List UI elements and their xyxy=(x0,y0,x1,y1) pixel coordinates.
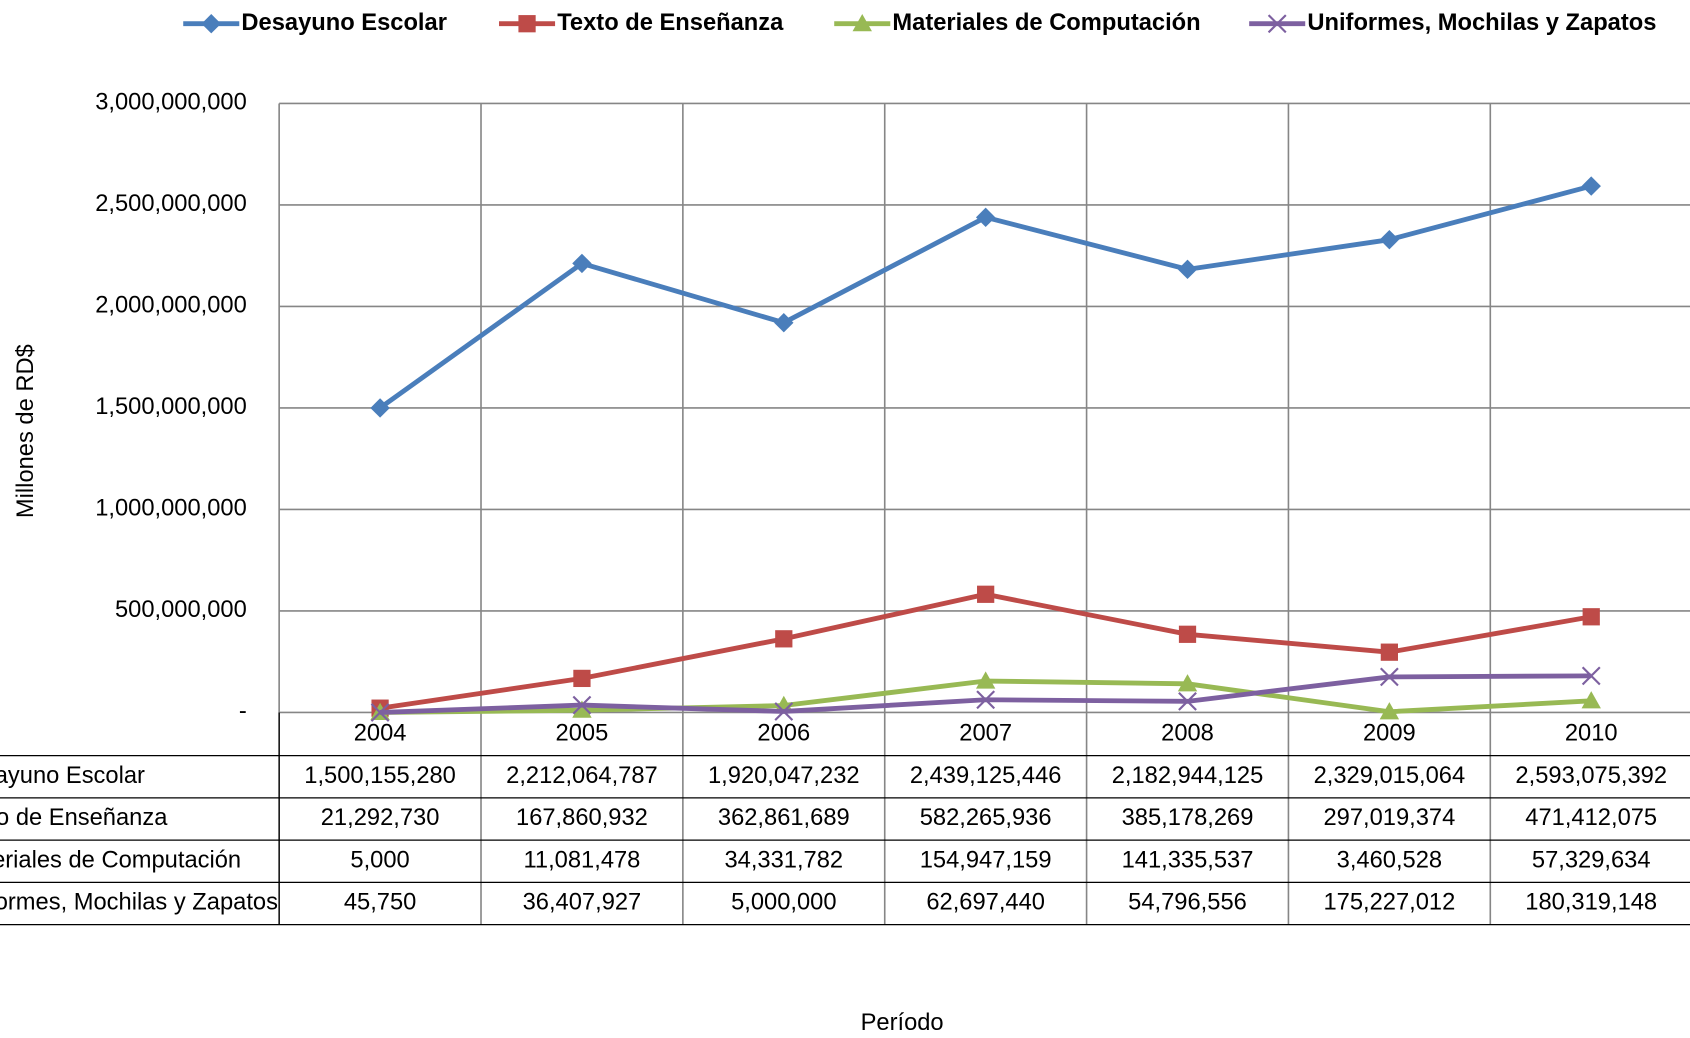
marker xyxy=(370,398,390,418)
x-tick-label: 2005 xyxy=(556,720,609,746)
marker xyxy=(1177,674,1198,692)
table-cell: 45,750 xyxy=(344,890,416,916)
legend-label: Uniformes, Mochilas y Zapatos xyxy=(1307,10,1656,36)
y-tick-label: 3,000,000,000 xyxy=(95,90,247,116)
table-cell: 2,212,064,787 xyxy=(506,763,658,789)
table-row-label: Desayuno Escolar xyxy=(0,763,145,789)
table-cell: 62,697,440 xyxy=(926,890,1045,916)
table-cell: 54,796,556 xyxy=(1128,890,1247,916)
table-cell: 175,227,012 xyxy=(1323,890,1455,916)
marker xyxy=(975,671,996,689)
legend-marker xyxy=(201,14,221,34)
y-tick-label: 2,000,000,000 xyxy=(95,293,247,319)
marker xyxy=(370,703,390,722)
table-cell: 21,292,730 xyxy=(321,805,440,831)
y-tick-label: 500,000,000 xyxy=(115,597,247,623)
y-axis-title: Millones de RD$ xyxy=(13,344,39,518)
marker xyxy=(976,690,996,710)
marker xyxy=(775,630,793,648)
x-axis-title: Período xyxy=(861,1010,944,1036)
marker xyxy=(1581,691,1601,709)
x-tick-label: 2006 xyxy=(757,720,810,746)
marker xyxy=(1379,667,1399,687)
table-cell: 2,593,075,392 xyxy=(1515,763,1667,789)
table-cell: 582,265,936 xyxy=(920,805,1052,831)
x-tick-label: 2010 xyxy=(1565,720,1618,746)
table-cell: 34,331,782 xyxy=(724,847,843,873)
marker xyxy=(1379,702,1400,720)
marker xyxy=(1582,608,1600,626)
marker xyxy=(774,313,794,333)
legend-label: Materiales de Computación xyxy=(892,10,1200,36)
marker xyxy=(774,702,794,721)
table-cell: 2,439,125,446 xyxy=(910,763,1062,789)
x-tick-label: 2004 xyxy=(354,720,407,746)
table-cell: 471,412,075 xyxy=(1525,805,1657,831)
table-cell: 297,019,374 xyxy=(1323,805,1455,831)
y-tick-label: - xyxy=(239,699,247,725)
marker xyxy=(1178,625,1197,643)
legend: Desayuno Escolar Texto de Enseñanza Materi… xyxy=(183,10,1656,36)
table-cell: 3,460,528 xyxy=(1337,847,1442,873)
marker xyxy=(977,585,995,603)
marker xyxy=(1581,666,1601,686)
table-cell: 1,920,047,232 xyxy=(708,763,860,789)
marker xyxy=(572,700,592,718)
marker xyxy=(1380,643,1398,661)
table-cell: 154,947,159 xyxy=(920,847,1052,873)
legend-marker xyxy=(1267,14,1287,34)
table-cell: 167,860,932 xyxy=(516,805,648,831)
table-cell: 57,329,634 xyxy=(1532,847,1651,873)
marker xyxy=(572,253,592,274)
y-tick-label: 2,500,000,000 xyxy=(95,191,247,217)
marker xyxy=(572,695,592,715)
y-tick-label: 1,000,000,000 xyxy=(95,496,247,522)
marker xyxy=(1581,176,1601,196)
table-cell: 2,329,015,064 xyxy=(1314,763,1466,789)
table-cell: 36,407,927 xyxy=(523,890,642,916)
y-tick-label: 1,500,000,000 xyxy=(95,394,247,420)
marker xyxy=(1379,229,1400,250)
table-cell: 1,500,155,280 xyxy=(304,763,456,789)
x-tick-label: 2007 xyxy=(959,720,1012,746)
table-cell: 5,000 xyxy=(350,847,409,873)
legend-marker xyxy=(518,15,536,33)
table-cell: 141,335,537 xyxy=(1122,847,1254,873)
marker xyxy=(1178,691,1197,711)
table-row-label: Materiales de Computación xyxy=(0,847,241,873)
marker xyxy=(1177,259,1198,280)
legend-label: Texto de Enseñanza xyxy=(557,10,784,36)
table-row-label: Uniformes, Mochilas y Zapatos xyxy=(0,890,278,916)
table-cell: 11,081,478 xyxy=(524,847,641,873)
table-cell: 362,861,689 xyxy=(718,805,850,831)
marker xyxy=(774,695,794,714)
table-cell: 5,000,000 xyxy=(731,890,836,916)
table-cell: 385,178,269 xyxy=(1122,805,1254,831)
legend-label: Desayuno Escolar xyxy=(241,10,447,36)
x-tick-label: 2008 xyxy=(1161,720,1214,746)
table-cell: 2,182,944,125 xyxy=(1112,763,1264,789)
marker xyxy=(975,207,996,228)
table-row-label: Texto de Enseñanza xyxy=(0,805,168,831)
x-tick-label: 2009 xyxy=(1363,720,1416,746)
table-cell: 180,319,148 xyxy=(1525,890,1657,916)
marker xyxy=(573,669,591,688)
legend-marker xyxy=(852,14,872,32)
